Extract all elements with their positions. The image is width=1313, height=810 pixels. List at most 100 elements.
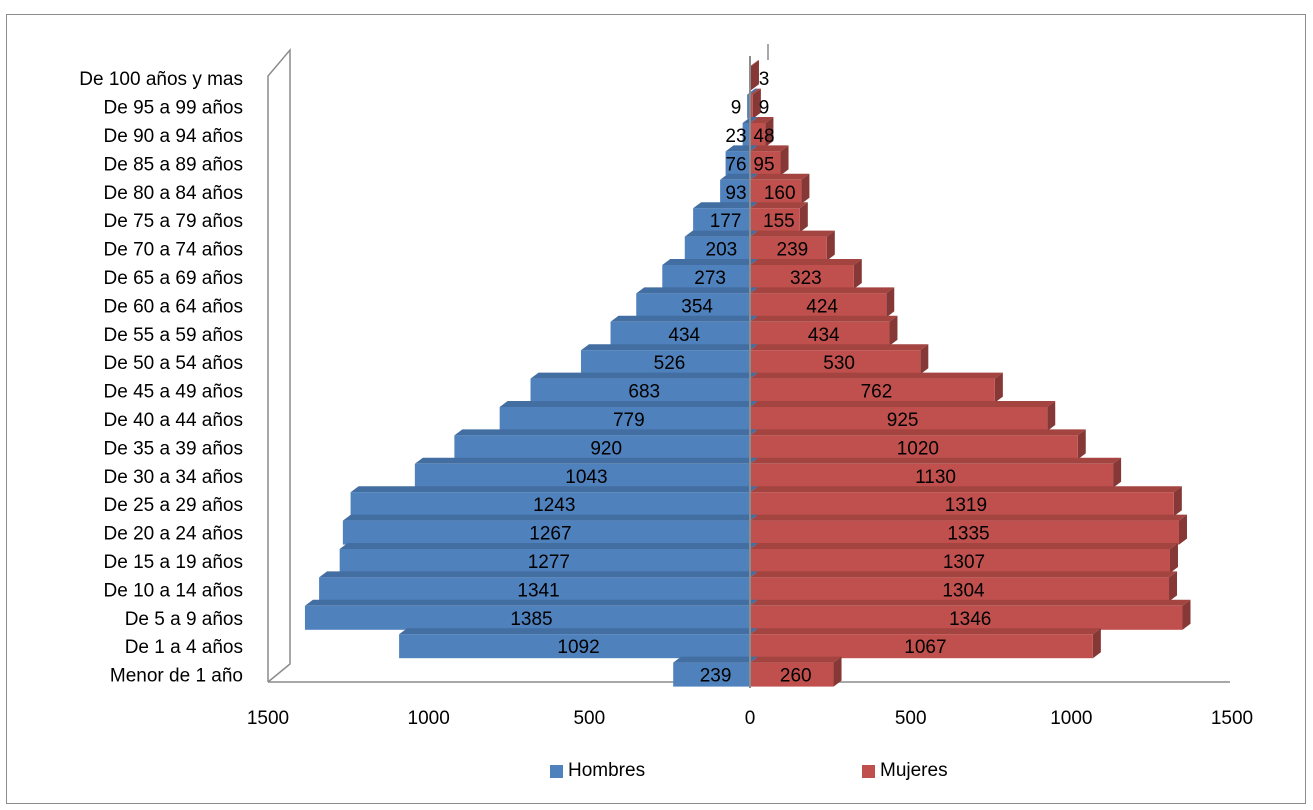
category-label: De 95 a 99 años <box>104 98 243 119</box>
data-label-mujeres: 1335 <box>947 524 989 545</box>
bar-mujeres <box>750 378 995 403</box>
bar-mujeres <box>750 605 1183 630</box>
data-label-mujeres: 762 <box>861 382 893 403</box>
bar-mujeres <box>750 549 1170 573</box>
bar-top-mujeres <box>750 259 862 265</box>
legend-item-mujeres: Mujeres <box>862 760 948 782</box>
bar-hombres <box>319 577 750 602</box>
bar-top-hombres <box>720 173 758 180</box>
legend-label-hombres: Hombres <box>568 760 646 781</box>
bar-hombres <box>742 123 750 147</box>
category-label: De 65 a 69 años <box>104 268 243 289</box>
bar-top-hombres <box>414 457 758 464</box>
data-label-hombres: 1341 <box>517 580 559 601</box>
data-label-mujeres: 323 <box>790 268 822 289</box>
category-label: De 85 a 89 años <box>104 154 243 175</box>
bar-top-mujeres <box>750 401 1056 407</box>
data-label-hombres: 1267 <box>529 524 571 545</box>
bar-mujeres <box>750 123 766 147</box>
data-label-mujeres: 239 <box>777 240 809 261</box>
category-label: De 80 a 84 años <box>104 183 243 204</box>
data-label-hombres: 1092 <box>557 637 599 658</box>
bar-mujeres <box>750 492 1174 517</box>
bar-side-mujeres <box>1182 599 1191 630</box>
bar-top-mujeres <box>750 315 898 322</box>
data-label-hombres: 1043 <box>565 467 607 488</box>
bar-side-mujeres <box>1092 628 1101 659</box>
bar-side-mujeres <box>1169 571 1178 602</box>
bar-top-mujeres <box>750 202 808 209</box>
bar-top-hombres <box>350 486 758 493</box>
x-tick-label: 500 <box>895 708 927 729</box>
x-tick-label: 1500 <box>1211 708 1253 729</box>
data-label-mujeres: 48 <box>753 126 774 147</box>
bar-top-hombres <box>530 372 758 379</box>
data-label-hombres: 177 <box>710 211 742 232</box>
bar-top-mujeres <box>750 117 774 123</box>
bar-mujeres <box>750 293 887 318</box>
legend-swatch-mujeres <box>862 764 875 778</box>
bar-hombres <box>673 662 750 687</box>
legend-swatch-hombres <box>550 764 563 778</box>
category-label: De 60 a 64 años <box>104 296 243 317</box>
data-label-hombres: 920 <box>590 438 622 459</box>
bar-mujeres <box>750 634 1093 659</box>
bar-side-mujeres <box>1169 543 1178 573</box>
bar-top-hombres <box>319 571 758 578</box>
bar-top-hombres <box>684 230 758 237</box>
bar-side-mujeres <box>799 202 808 233</box>
x-tick-label: 500 <box>573 708 605 729</box>
bar-mujeres <box>750 350 921 375</box>
data-label-hombres: 76 <box>725 154 746 175</box>
bar-top-mujeres <box>750 88 761 95</box>
data-label-mujeres: 260 <box>780 666 812 687</box>
data-label-mujeres: 925 <box>887 410 919 431</box>
bar-mujeres <box>750 151 781 176</box>
category-label: De 40 a 44 años <box>104 410 243 431</box>
data-label-mujeres: 1067 <box>904 637 946 658</box>
bar-top-mujeres <box>750 457 1122 464</box>
category-label: De 100 años y mas <box>79 69 243 90</box>
bar-hombres <box>339 549 750 573</box>
bar-top-hombres <box>339 543 758 549</box>
x-tick-label: 1500 <box>247 708 289 729</box>
data-label-hombres: 1385 <box>510 609 552 630</box>
bar-top-hombres <box>342 514 758 521</box>
bar-top-hombres <box>399 628 758 635</box>
bar-side-mujeres <box>853 259 862 289</box>
bar-top-mujeres <box>750 543 1178 549</box>
bar-hombres <box>342 520 750 545</box>
bar-hombres <box>693 208 750 233</box>
category-label: De 90 a 94 años <box>104 126 243 147</box>
x-tick-label: 1000 <box>1050 708 1092 729</box>
bar-top-mujeres <box>750 514 1187 521</box>
category-label: De 25 a 29 años <box>104 495 243 516</box>
data-label-mujeres: 1346 <box>949 609 991 630</box>
bar-top-hombres <box>580 344 758 351</box>
bar-hombres <box>610 321 750 346</box>
bar-mujeres <box>750 265 854 289</box>
data-label-mujeres: 1319 <box>945 495 987 516</box>
bar-top-mujeres <box>750 599 1191 606</box>
bar-side-mujeres <box>801 173 810 204</box>
bar-side-mujeres <box>780 145 789 176</box>
data-label-mujeres: 530 <box>823 353 855 374</box>
bar-top-hombres <box>693 202 758 209</box>
bar-mujeres <box>750 662 834 687</box>
data-label-hombres: 434 <box>668 325 700 346</box>
bar-mujeres <box>750 179 802 204</box>
bar-side-mujeres <box>750 60 759 91</box>
bar-side-mujeres <box>1047 401 1056 431</box>
bar-side-mujeres <box>1077 429 1086 460</box>
data-label-hombres: 526 <box>654 353 686 374</box>
bar-hombres <box>636 293 750 318</box>
bar-top-hombres <box>610 315 758 322</box>
bar-mujeres <box>750 407 1048 431</box>
bar-top-mujeres <box>750 429 1086 436</box>
bar-side-mujeres <box>833 656 842 687</box>
category-label: De 20 a 24 años <box>104 524 243 545</box>
category-label: De 1 a 4 años <box>125 637 243 658</box>
bar-mujeres <box>750 208 800 233</box>
data-label-mujeres: 3 <box>759 69 770 90</box>
bar-hombres <box>684 236 750 261</box>
